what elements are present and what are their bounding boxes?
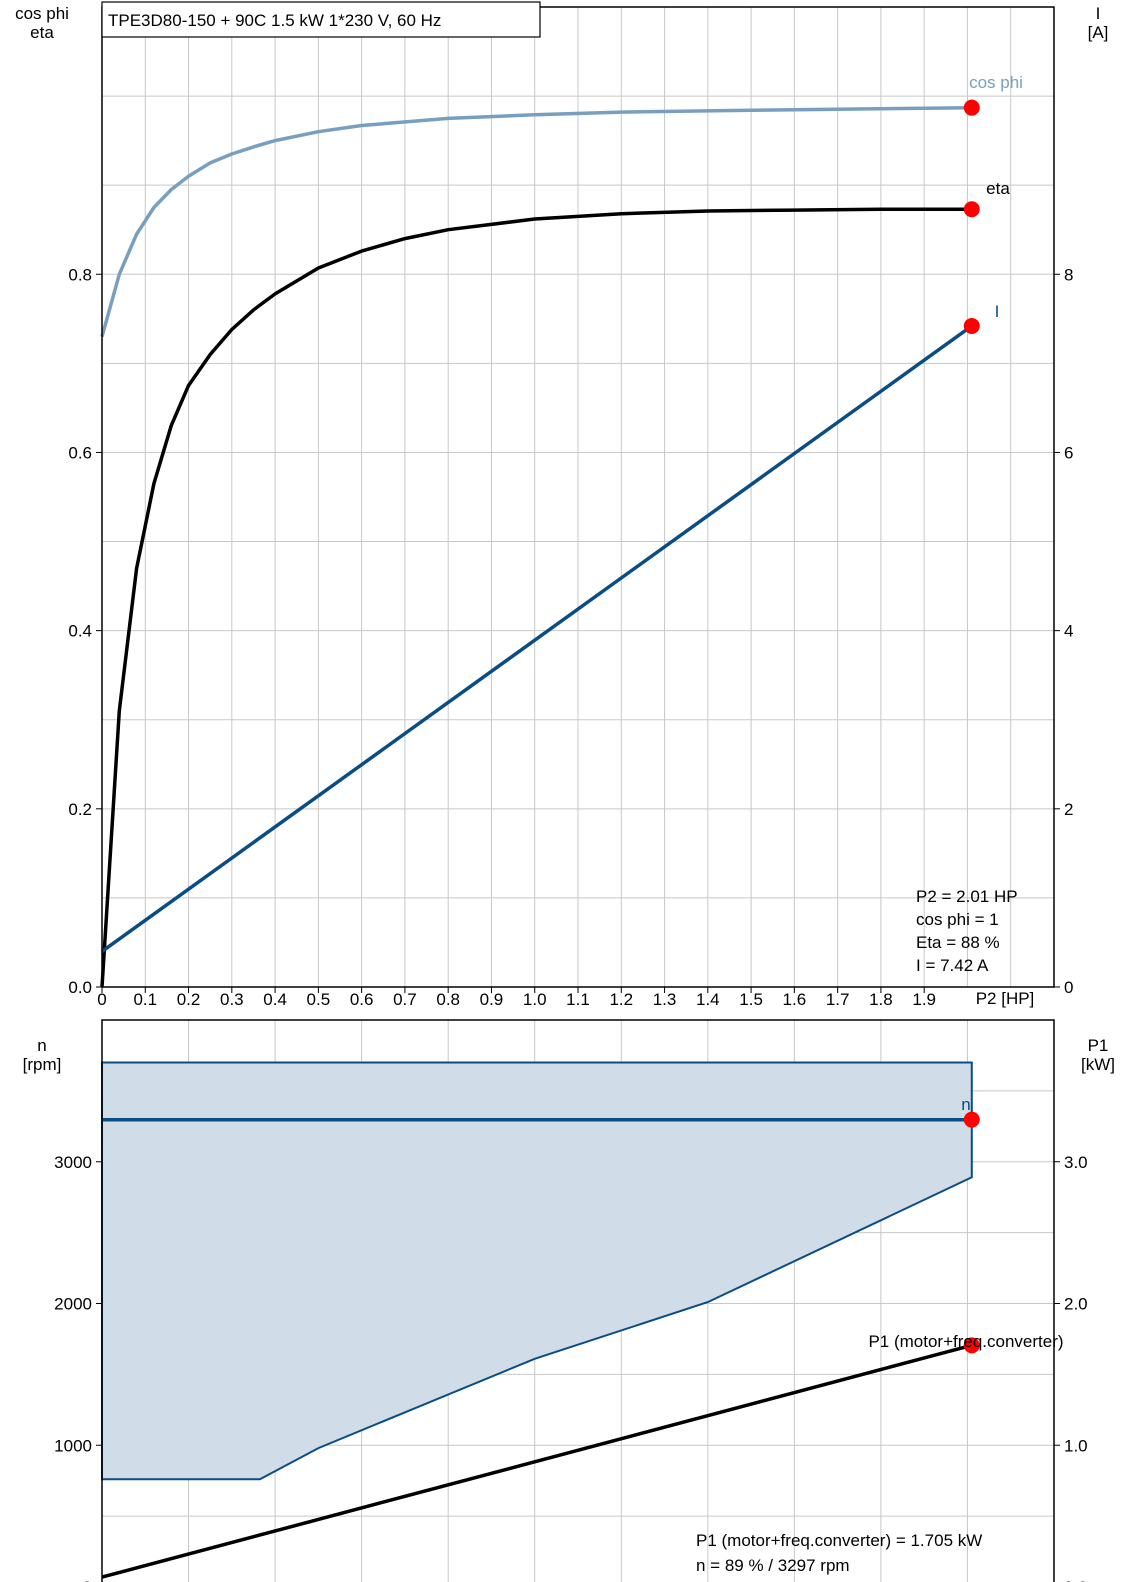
x-tick-label: 1.4 (696, 990, 720, 1009)
chart-marks (100, 99, 980, 1579)
chart-title-box (101, 1, 541, 38)
x-tick-label: 0.3 (220, 990, 244, 1009)
x-tick-label: 0.2 (177, 990, 201, 1009)
y-left-tick-label: 3000 (54, 1153, 92, 1172)
x-tick-label: 1.7 (826, 990, 850, 1009)
y-right-tick-label: 2.0 (1064, 1295, 1088, 1314)
x-tick-label: 1.3 (653, 990, 677, 1009)
operating-range-area (101, 1061, 973, 1481)
duty-point-marker-cosphi (963, 99, 980, 116)
series-line-I (100, 324, 973, 953)
x-tick-label: 0.4 (263, 990, 287, 1009)
y-right-tick-label: 6 (1064, 443, 1073, 462)
series-label-cosphi: cos phi (969, 73, 1023, 92)
plot-frames: 0 0.1 0.2 0.3 0.4 0.5 0.6 0.7 0.8 0.9 1.0 1.1 1.2 1.3… (54, 6, 1088, 1582)
y-right-tick-label: 0.0 (1064, 1578, 1088, 1582)
x-tick-label: 1.6 (783, 990, 807, 1009)
x-tick-label: 1.8 (869, 990, 893, 1009)
y-left-tick-label: 0 (83, 1578, 92, 1582)
right-axis-label-i-unit: [A] (1088, 23, 1109, 42)
y-right-tick-label: 0 (1064, 978, 1073, 997)
x-tick-label: 0.7 (393, 990, 417, 1009)
right-axis-label-p1: P1 (1088, 1036, 1109, 1055)
lower-plot-frame (101, 1019, 1055, 1582)
x-tick-label: 1.5 (739, 990, 763, 1009)
series-label-n: n (961, 1095, 970, 1114)
y-right-tick-label: 8 (1064, 265, 1073, 284)
right-axis-label-i: I (1096, 4, 1101, 23)
series-line-p1 (101, 1343, 973, 1579)
x-tick-label: 1.2 (609, 990, 633, 1009)
y-right-tick-label: 1.0 (1064, 1436, 1088, 1455)
duty-point-marker-n (963, 1111, 980, 1128)
x-tick-label: 1.9 (912, 990, 936, 1009)
readout-speed: n = 89 % / 3297 rpm (696, 1556, 850, 1575)
y-right-tick-label: 2 (1064, 800, 1073, 819)
duty-point-marker-p1 (963, 1337, 980, 1354)
left-axis-label-n-unit: [rpm] (23, 1055, 62, 1074)
series-line-cos-phi (100, 105, 972, 338)
y-left-tick-label: 1000 (54, 1436, 92, 1455)
duty-point-marker-i (963, 317, 980, 334)
x-axis-label: P2 [HP] (976, 989, 1035, 1008)
left-axis-label-n: n (37, 1036, 46, 1055)
y-left-tick-label: 0.2 (68, 800, 92, 819)
x-tick-label: 1.1 (566, 990, 590, 1009)
readout-current: I = 7.42 A (916, 956, 989, 975)
x-tick-label: 0.6 (350, 990, 374, 1009)
series-label-p1: P1 (motor+freq.converter) (868, 1332, 1063, 1351)
left-axis-label-cosphi: cos phi (15, 4, 69, 23)
x-tick-label: 0.1 (133, 990, 157, 1009)
readout-p1: P1 (motor+freq.converter) = 1.705 kW (696, 1531, 982, 1550)
y-left-tick-label: 0.0 (68, 978, 92, 997)
left-axis-label-eta: eta (30, 23, 54, 42)
chart-title: TPE3D80-150 + 90C 1.5 kW 1*230 V, 60 Hz (108, 11, 441, 30)
y-left-tick-label: 0.8 (68, 265, 92, 284)
upper-plot-grid (102, 7, 1054, 987)
x-tick-label: 0.5 (307, 990, 331, 1009)
y-left-tick-label: 2000 (54, 1295, 92, 1314)
x-tick-label: 0.8 (436, 990, 460, 1009)
series-label-eta: eta (986, 179, 1010, 198)
y-left-tick-label: 0.6 (68, 443, 92, 462)
readout-eta: Eta = 88 % (916, 933, 1000, 952)
x-tick-label: 0.9 (480, 990, 504, 1009)
x-tick-label: 0 (97, 990, 106, 1009)
y-left-tick-label: 0.4 (68, 622, 92, 641)
series-line-eta (100, 207, 972, 988)
readout-cosphi: cos phi = 1 (916, 910, 999, 929)
readout-p2: P2 = 2.01 HP (916, 887, 1018, 906)
series-label-i: I (995, 302, 1000, 321)
right-axis-label-p1-unit: [kW] (1081, 1055, 1115, 1074)
y-right-tick-label: 4 (1064, 622, 1073, 641)
duty-point-marker-eta (963, 201, 980, 218)
x-tick-label: 1.0 (523, 990, 547, 1009)
y-right-tick-label: 3.0 (1064, 1153, 1088, 1172)
upper-plot-frame (101, 6, 1055, 988)
